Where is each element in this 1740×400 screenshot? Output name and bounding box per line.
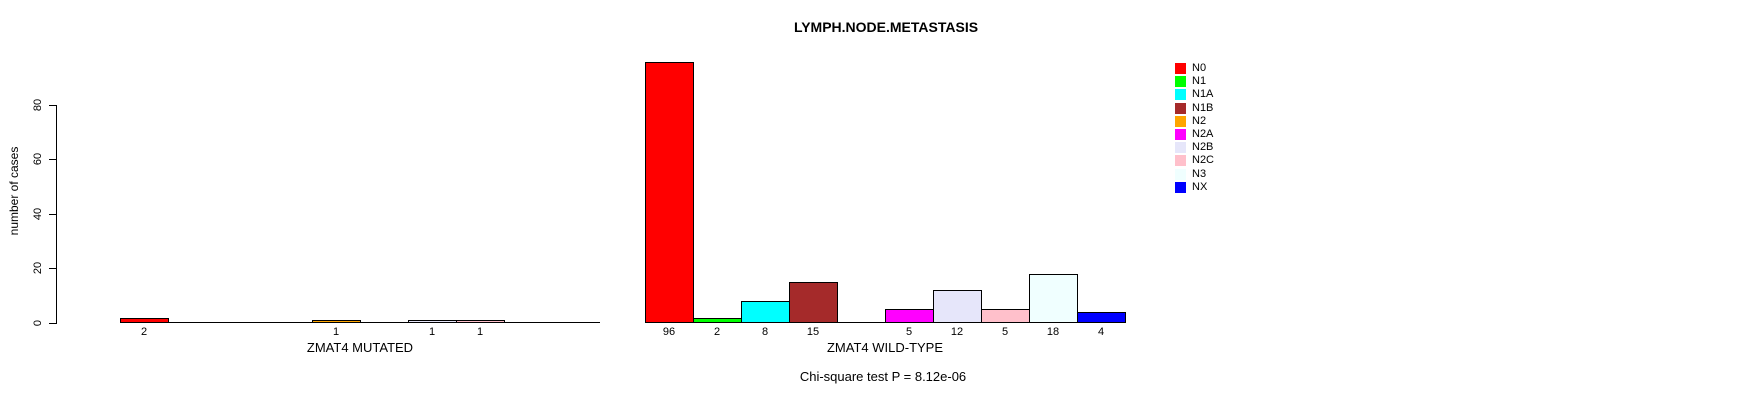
y-tick (49, 268, 56, 269)
y-tick-label: 80 (32, 98, 44, 112)
bar-zmat4-wild-type-n2c (981, 309, 1030, 323)
y-tick-label: 60 (32, 152, 44, 166)
y-tick-label: 0 (32, 319, 44, 327)
legend-swatch-n2a (1175, 129, 1186, 140)
legend-label-n0: N0 (1192, 62, 1207, 74)
y-axis-title: number of cases (7, 146, 21, 236)
bar-value-label: 96 (662, 326, 676, 338)
legend-swatch-n2b (1175, 142, 1186, 153)
legend-label-n1a: N1A (1192, 88, 1214, 100)
group-label-wild-type: ZMAT4 WILD-TYPE (826, 340, 944, 355)
bar-zmat4-wild-type-n3 (1029, 274, 1078, 323)
legend-swatch-n1b (1175, 103, 1186, 114)
legend-label-nx: NX (1192, 181, 1208, 193)
legend-swatch-n2c (1175, 155, 1186, 166)
y-tick (49, 323, 56, 324)
y-tick (49, 159, 56, 160)
chart-title: LYMPH.NODE.METASTASIS (793, 19, 979, 35)
bar-value-label: 12 (950, 326, 964, 338)
y-tick-label: 40 (32, 207, 44, 221)
bar-value-label: 2 (140, 326, 148, 338)
y-axis-line (56, 105, 57, 324)
y-tick-label: 20 (32, 261, 44, 275)
legend-swatch-nx (1175, 182, 1186, 193)
legend-swatch-n1 (1175, 76, 1186, 87)
legend-swatch-n2 (1175, 116, 1186, 127)
bar-zmat4-mutated-n2c (456, 320, 505, 323)
bar-zmat4-wild-type-n0 (645, 62, 694, 323)
legend-label-n2: N2 (1192, 115, 1207, 127)
chi-square-footnote: Chi-square test P = 8.12e-06 (799, 369, 967, 384)
legend-swatch-n0 (1175, 63, 1186, 74)
y-tick (49, 214, 56, 215)
bar-zmat4-mutated-n2b (408, 320, 457, 323)
legend-swatch-n3 (1175, 169, 1186, 180)
bar-zmat4-wild-type-n1 (693, 318, 742, 323)
legend-label-n2c: N2C (1192, 154, 1215, 166)
legend-label-n2b: N2B (1192, 141, 1214, 153)
bar-zmat4-wild-type-n2a (885, 309, 934, 323)
group-label-mutated: ZMAT4 MUTATED (306, 340, 414, 355)
legend-label-n1: N1 (1192, 75, 1207, 87)
y-tick (49, 105, 56, 106)
bar-value-label: 18 (1046, 326, 1060, 338)
bar-value-label: 5 (905, 326, 913, 338)
legend-swatch-n1a (1175, 89, 1186, 100)
bar-value-label: 4 (1097, 326, 1105, 338)
bar-zmat4-wild-type-n1a (741, 301, 790, 323)
bar-value-label: 1 (332, 326, 340, 338)
bar-zmat4-wild-type-n2b (933, 290, 982, 323)
bar-zmat4-wild-type-nx (1077, 312, 1126, 323)
bar-value-label: 15 (806, 326, 820, 338)
bar-value-label: 2 (713, 326, 721, 338)
bar-value-label: 8 (761, 326, 769, 338)
legend-label-n3: N3 (1192, 168, 1207, 180)
bar-zmat4-wild-type-n1b (789, 282, 838, 323)
bar-value-label: 1 (476, 326, 484, 338)
bar-zmat4-mutated-n0 (120, 318, 169, 323)
bar-value-label: 1 (428, 326, 436, 338)
bar-zmat4-mutated-n2 (312, 320, 361, 323)
legend-label-n2a: N2A (1192, 128, 1214, 140)
legend-label-n1b: N1B (1192, 102, 1214, 114)
bar-value-label: 5 (1001, 326, 1009, 338)
